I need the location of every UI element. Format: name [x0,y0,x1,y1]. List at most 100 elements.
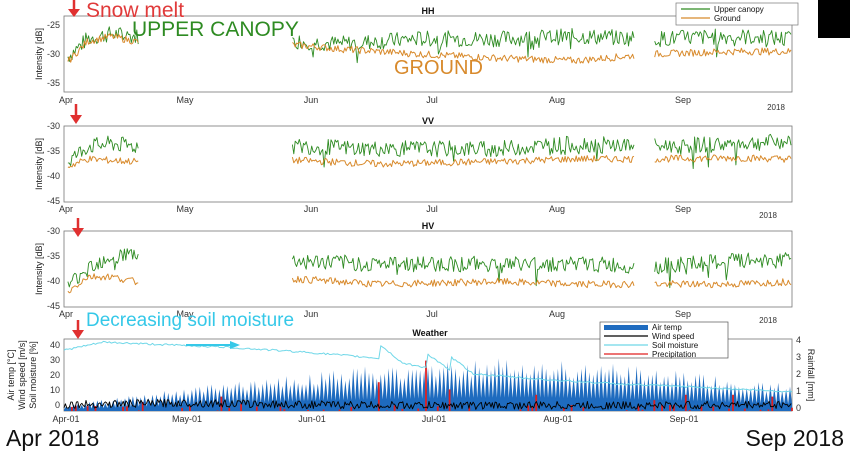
xtick-vv-4: Aug [549,204,565,214]
xticks-hh: Apr May Jun Jul Aug Sep [59,95,691,105]
precip-bar [279,406,282,411]
precip-bar [181,407,183,411]
year-hh: 2018 [767,103,785,112]
legend-w-soil: Soil moisture [652,341,699,350]
precip-bar [401,408,404,411]
precip-bar [350,406,353,411]
snow-melt-arrows [68,0,84,339]
ground-series-hv [67,273,792,294]
precip-bar [570,405,573,411]
legend-weather: Air temp Wind speed Soil moisture Precip… [599,321,729,359]
precip-bar [240,403,242,411]
xtick-w-1: May-01 [172,414,202,424]
xtick-vv-5: Sep [675,204,691,214]
precip-bar [661,404,663,411]
precip-bar [688,410,691,411]
precip-bar [519,409,522,411]
precip-bar [216,410,219,411]
arrow-icon [68,0,80,17]
ytick-vv-2: -40 [47,171,60,181]
panel-hv: HV Intensity [dB] -30 -35 -40 -45 2018 [34,221,793,325]
precip-bar [436,406,439,411]
panel-title-weather: Weather [412,328,448,338]
precip-bar [322,409,325,411]
precip-bar [535,394,538,411]
ytick-r-1: 1 [796,386,801,396]
arrow-icon [70,104,82,124]
soil-moisture-label: Decreasing soil moisture [86,310,294,331]
precip-bar [712,406,715,411]
precip-bar [74,405,77,411]
legend-hh-canopy: Upper canopy [714,5,764,14]
xticks-weather: Apr-01 May-01 Jun-01 Jul-01 Aug-01 Sep-0… [52,414,698,424]
panel-title-hv: HV [422,221,435,231]
xtick-w-0: Apr-01 [52,414,79,424]
ytick-hh-0: -25 [47,20,60,30]
precip-bar [377,382,380,411]
precip-bar [527,405,530,411]
ground-series-hh [67,33,792,64]
xtick-hv-3: Jul [426,309,438,319]
xtick-vv-0: Apr [59,204,73,214]
precip-bar [255,406,258,411]
precip-bar [283,409,286,411]
ground-label: GROUND [394,57,483,79]
precip-bar [743,408,746,411]
precip-bar [189,406,191,411]
ytick-vv-1: -35 [47,146,60,156]
corner-block [818,0,850,38]
ylabel-hv: Intensity [dB] [34,243,44,295]
precip-bar [791,407,793,411]
legend-w-precip: Precipitation [652,350,696,359]
canopy-series-hh [67,26,792,64]
precip-bar [700,406,703,411]
ytick-hh-2: -35 [47,78,60,88]
precip-bar [759,409,762,411]
ytick-w-3: 30 [50,355,60,365]
xtick-hv-5: Sep [675,309,691,319]
ylabel-weather-0: Air temp [°C] [6,349,16,400]
year-vv: 2018 [759,211,777,220]
xticks-vv: Apr May Jun Jul Aug Sep [59,204,691,214]
ytick-w-2: 20 [50,370,60,380]
precip-bar [94,406,97,411]
ytick-r-2: 2 [796,369,801,379]
precip-bar [673,404,675,411]
ytick-hv-3: -45 [47,301,60,311]
wind-speed-line [63,399,792,410]
precip-bar [307,409,309,411]
legend-w-wind: Wind speed [652,332,694,341]
soil-moisture-line [63,340,793,393]
arrow-icon [72,320,84,339]
xtick-w-4: Aug-01 [543,414,572,424]
precip-bar [641,409,644,411]
ylabel-vv: Intensity [dB] [34,138,44,190]
precip-bar [141,402,144,411]
panel-hh: HH Intensity [dB] -25 -30 -35 2018 [34,6,793,112]
precip-bar [448,389,451,411]
precip-bar [71,406,73,411]
legend-hh: Upper canopy Ground [675,2,799,26]
ylabel-hh: Intensity [dB] [34,28,44,80]
ylabel-weather-2: Soil moisture [%] [28,341,38,409]
precip-bar [625,410,628,411]
precip-bar [338,409,341,411]
ytick-w-0: 0 [55,400,60,410]
ytick-hv-2: -40 [47,276,60,286]
precip-bar [228,407,231,411]
ground-series-vv [67,154,792,168]
precip-bar [771,396,774,411]
xtick-hh-0: Apr [59,95,73,105]
panel-title-vv: VV [422,116,434,126]
legend-w-air: Air temp [652,323,682,332]
ytick-vv-3: -45 [47,196,60,206]
ytick-w-4: 40 [50,340,60,350]
precip-bar [562,408,565,411]
upper-canopy-label: UPPER CANOPY [132,18,299,41]
ytick-hh-1: -30 [47,49,60,59]
xtick-hv-4: Aug [549,309,565,319]
ylabel-weather-right: Rainfall [mm] [806,349,816,402]
precip-bar [86,406,89,411]
panel-vv: VV Intensity [dB] -30 -35 -40 -45 2018 [34,116,793,220]
